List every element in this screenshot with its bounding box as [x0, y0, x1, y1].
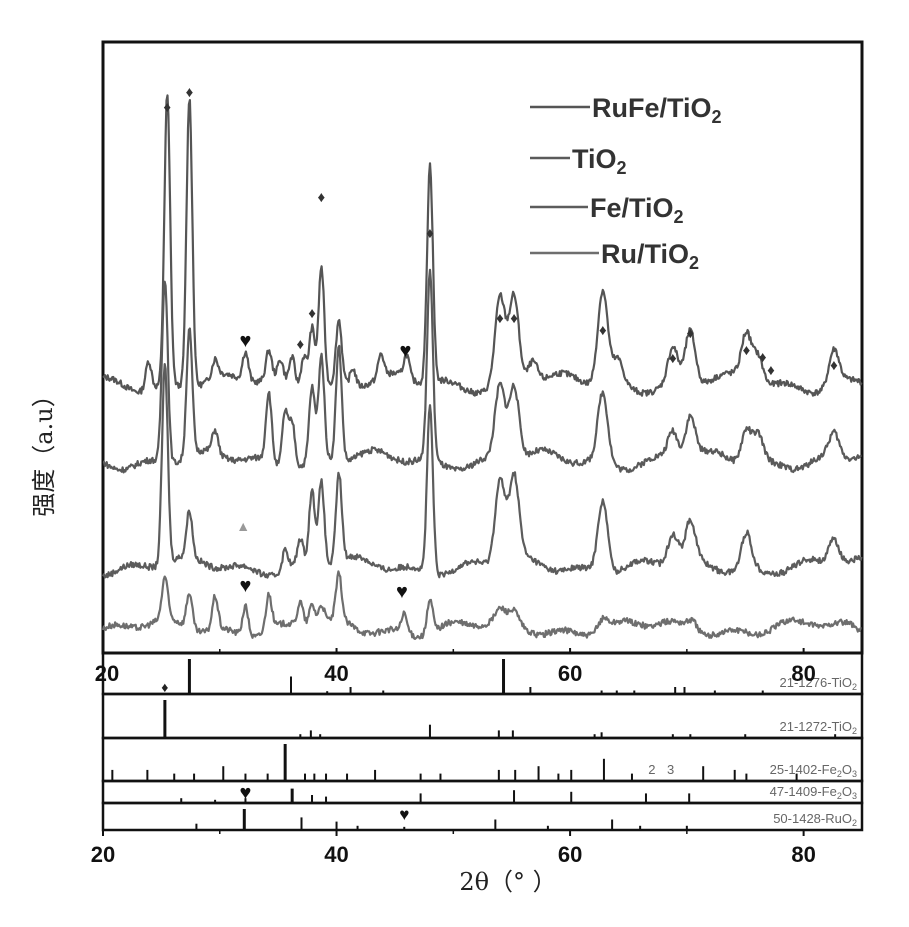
x-axis-label: 2θ（° ）	[459, 868, 556, 896]
x-tick-label: 80	[791, 842, 815, 867]
heart-marker: ♥	[240, 782, 252, 804]
diamond-marker: ♦	[510, 310, 518, 327]
reference-label-main: 50-1428-RuO	[773, 811, 852, 826]
inner-x-tick-label: 40	[324, 661, 348, 686]
legend-label-sub: 2	[712, 107, 722, 127]
reference-label: 47-1409-Fe2O3	[770, 784, 857, 801]
diamond-marker: ♦	[743, 342, 751, 359]
diamond-marker: ♦	[426, 225, 434, 242]
reference-panel-frame	[103, 694, 862, 738]
reference-label: 21-1272-TiO2	[779, 719, 857, 736]
heart-marker: ♥	[399, 805, 409, 824]
diamond-marker: ♦	[687, 325, 695, 342]
inner-x-tick-label: 20	[95, 661, 119, 686]
reference-panel-frame	[103, 738, 862, 781]
legend-label-sub: 2	[674, 207, 684, 227]
diamond-marker: ♦	[163, 99, 171, 116]
heart-marker: ♥	[399, 340, 411, 362]
reference-panel-frame	[103, 781, 862, 803]
legend-label-sub: 2	[617, 158, 627, 178]
legend-label-main: RuFe/TiO	[592, 93, 712, 123]
reference-panel-frame	[103, 803, 862, 830]
heart-marker: ♥	[240, 330, 252, 352]
legend-label-main: TiO	[572, 144, 617, 174]
reference-label: 50-1428-RuO2	[773, 811, 857, 828]
x-tick-label: 20	[91, 842, 115, 867]
x-tick-label: 40	[324, 842, 348, 867]
reference-label-tail: O	[842, 784, 852, 799]
fe2o3-index-mark: 3	[667, 762, 674, 777]
reference-label-tail-sub: 3	[852, 791, 857, 801]
legend-label: RuFe/TiO2	[592, 93, 722, 127]
reference-panel-frame	[103, 653, 862, 694]
diamond-marker: ♦	[767, 362, 775, 379]
series-line-2	[103, 364, 862, 577]
x-tick-label: 60	[558, 842, 582, 867]
reference-patterns: 21-1276-TiO221-1272-TiO225-1402-Fe2O347-…	[112, 659, 857, 830]
diamond-marker: ♦	[830, 357, 838, 374]
legend-label-main: Ru/TiO	[601, 239, 689, 269]
reference-label-sub: 2	[852, 726, 857, 736]
diamond-marker: ♦	[161, 679, 168, 695]
legend: RuFe/TiO2TiO2Fe/TiO2Ru/TiO2	[530, 93, 722, 273]
diamond-marker: ♦	[599, 322, 607, 339]
triangle-marker: ▲	[236, 518, 250, 534]
y-axis-label: 强度（a.u）	[30, 383, 58, 516]
series-line-3	[103, 571, 862, 639]
fe2o3-index-mark: 2	[648, 762, 655, 777]
legend-label: Ru/TiO2	[601, 239, 699, 273]
inner-x-tick-label: 80	[791, 661, 815, 686]
reference-label-sub: 2	[852, 682, 857, 692]
diamond-marker: ♦	[297, 336, 305, 353]
reference-label-main: 47-1409-Fe	[770, 784, 837, 799]
diamond-marker: ♦	[496, 310, 504, 327]
heart-marker: ♥	[240, 575, 252, 597]
heart-marker: ♥	[396, 581, 408, 603]
reference-label-sub: 2	[852, 818, 857, 828]
diamond-marker: ♦	[318, 189, 326, 206]
inner-x-tick-label: 60	[558, 661, 582, 686]
legend-label-sub: 2	[689, 253, 699, 273]
reference-label-main: 21-1272-TiO	[779, 719, 852, 734]
reference-label-main: 25-1402-Fe	[770, 762, 837, 777]
diamond-marker: ♦	[308, 305, 316, 322]
legend-label: TiO2	[572, 144, 627, 178]
reference-label-tail: O	[842, 762, 852, 777]
axis-ticks: 20 40 60 80 20 40 60 80	[91, 648, 816, 867]
legend-label: Fe/TiO2	[590, 193, 684, 227]
diamond-marker: ♦	[186, 84, 194, 101]
series-line-1	[103, 270, 862, 473]
diamond-marker: ♦	[759, 349, 767, 366]
xrd-series	[103, 95, 862, 639]
legend-label-main: Fe/TiO	[590, 193, 674, 223]
reference-label-tail-sub: 3	[852, 769, 857, 779]
diamond-marker: ♦	[669, 350, 677, 367]
reference-label: 25-1402-Fe2O3	[770, 762, 857, 779]
